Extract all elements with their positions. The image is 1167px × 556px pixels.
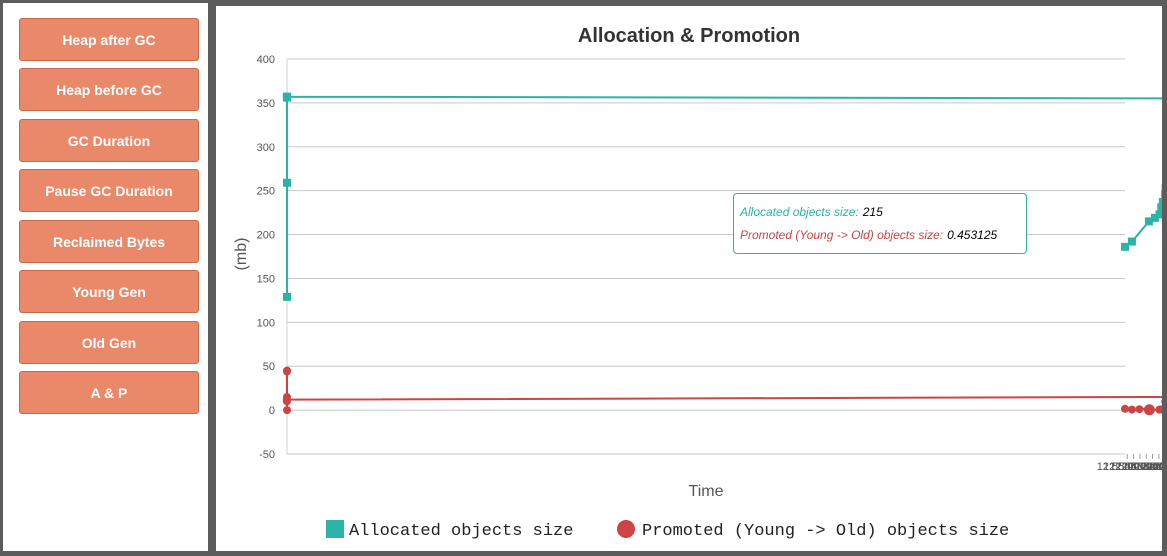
- x-tick-label: 12:15:00 am: [1147, 461, 1162, 473]
- data-point: [282, 395, 291, 404]
- x-tick-label: 12:30:00 am: [1128, 461, 1162, 473]
- tooltip-allocated-label: Allocated objects size:: [740, 205, 859, 219]
- tooltip-allocated-value: 215: [862, 205, 883, 219]
- data-point: [283, 292, 291, 301]
- data-point: [1127, 405, 1136, 414]
- heap-after-gc-button[interactable]: Heap after GC: [19, 18, 199, 61]
- data-point: [1155, 405, 1162, 414]
- y-axis-label: (mb): [233, 238, 250, 271]
- x-tick-label: 12:10:00 am: [1154, 461, 1162, 473]
- x-tick-label: 12:35:00 am: [1122, 461, 1162, 473]
- data-point: [1127, 237, 1136, 246]
- y-tick-label: 250: [257, 186, 275, 198]
- legend-marker: [326, 520, 344, 538]
- old-gen-button[interactable]: Old Gen: [19, 321, 199, 364]
- chart-title: Allocation & Promotion: [578, 25, 800, 47]
- y-tick-label: 50: [263, 361, 275, 373]
- y-tick-label: -50: [259, 449, 275, 461]
- allocation-promotion-chart: Allocation & Promotion 400 350 300 250 200 150…: [233, 25, 1162, 541]
- gc-duration-button[interactable]: GC Duration: [19, 119, 199, 162]
- data-point: [1121, 242, 1129, 251]
- x-tick-label: 12:50:00 am: [1103, 461, 1162, 473]
- data-point: [1121, 404, 1129, 413]
- data-point: [283, 178, 291, 187]
- allocation-promotion-button[interactable]: A & P: [19, 371, 199, 414]
- data-point: [283, 406, 291, 415]
- y-tick-label: 200: [257, 230, 275, 242]
- x-tick-label: 12:05:00 am: [1160, 461, 1162, 473]
- tooltip-promoted-label: Promoted (Young -> Old) objects size:: [740, 228, 944, 242]
- y-tick-label: 150: [257, 273, 275, 285]
- data-point: [1150, 213, 1159, 222]
- pause-gc-duration-button[interactable]: Pause GC Duration: [19, 169, 199, 212]
- data-point: [1157, 203, 1162, 212]
- heap-before-gc-button[interactable]: Heap before GC: [19, 68, 199, 111]
- data-point: [1144, 404, 1153, 413]
- data-point: [1161, 399, 1162, 405]
- data-point: [282, 367, 291, 376]
- data-point: [1135, 405, 1144, 414]
- chart-panel: Allocation & Promotion 400 350 300 250 200 150…: [216, 6, 1162, 551]
- sidebar-nav: Heap after GC Heap before GC GC Duration…: [3, 3, 208, 551]
- y-tick-label: 0: [269, 405, 275, 417]
- data-point: [1144, 217, 1153, 226]
- tooltip-promoted-value: 0.453125: [947, 228, 998, 242]
- series-line: [285, 370, 1162, 411]
- x-tick-label: 12:20:00 am: [1141, 461, 1162, 473]
- x-tick-label: 12:45:00 am: [1109, 461, 1162, 473]
- legend-label: Allocated objects size: [349, 522, 573, 541]
- x-axis-label: Time: [689, 483, 724, 500]
- y-tick-label: 100: [257, 317, 275, 329]
- x-tick-label: 12:25:00 am: [1135, 461, 1162, 473]
- young-gen-button[interactable]: Young Gen: [19, 270, 199, 313]
- legend-label: Promoted (Young -> Old) objects size: [642, 522, 1009, 541]
- data-point: [1158, 198, 1162, 207]
- series-line: [286, 95, 1162, 297]
- reclaimed-bytes-button[interactable]: Reclaimed Bytes: [19, 220, 199, 263]
- data-point: [282, 92, 291, 101]
- legend-marker: [617, 520, 635, 538]
- y-tick-label: 400: [257, 54, 275, 66]
- y-tick-label: 300: [257, 142, 275, 154]
- x-tick-label: 12:55:00 am: [1097, 461, 1158, 473]
- chart-tooltip: Allocated objects size: 215 Promoted (You…: [733, 193, 1027, 254]
- data-point: [1161, 190, 1162, 199]
- x-tick-label: 12:40:00 am: [1116, 461, 1162, 473]
- y-tick-label: 350: [257, 98, 275, 110]
